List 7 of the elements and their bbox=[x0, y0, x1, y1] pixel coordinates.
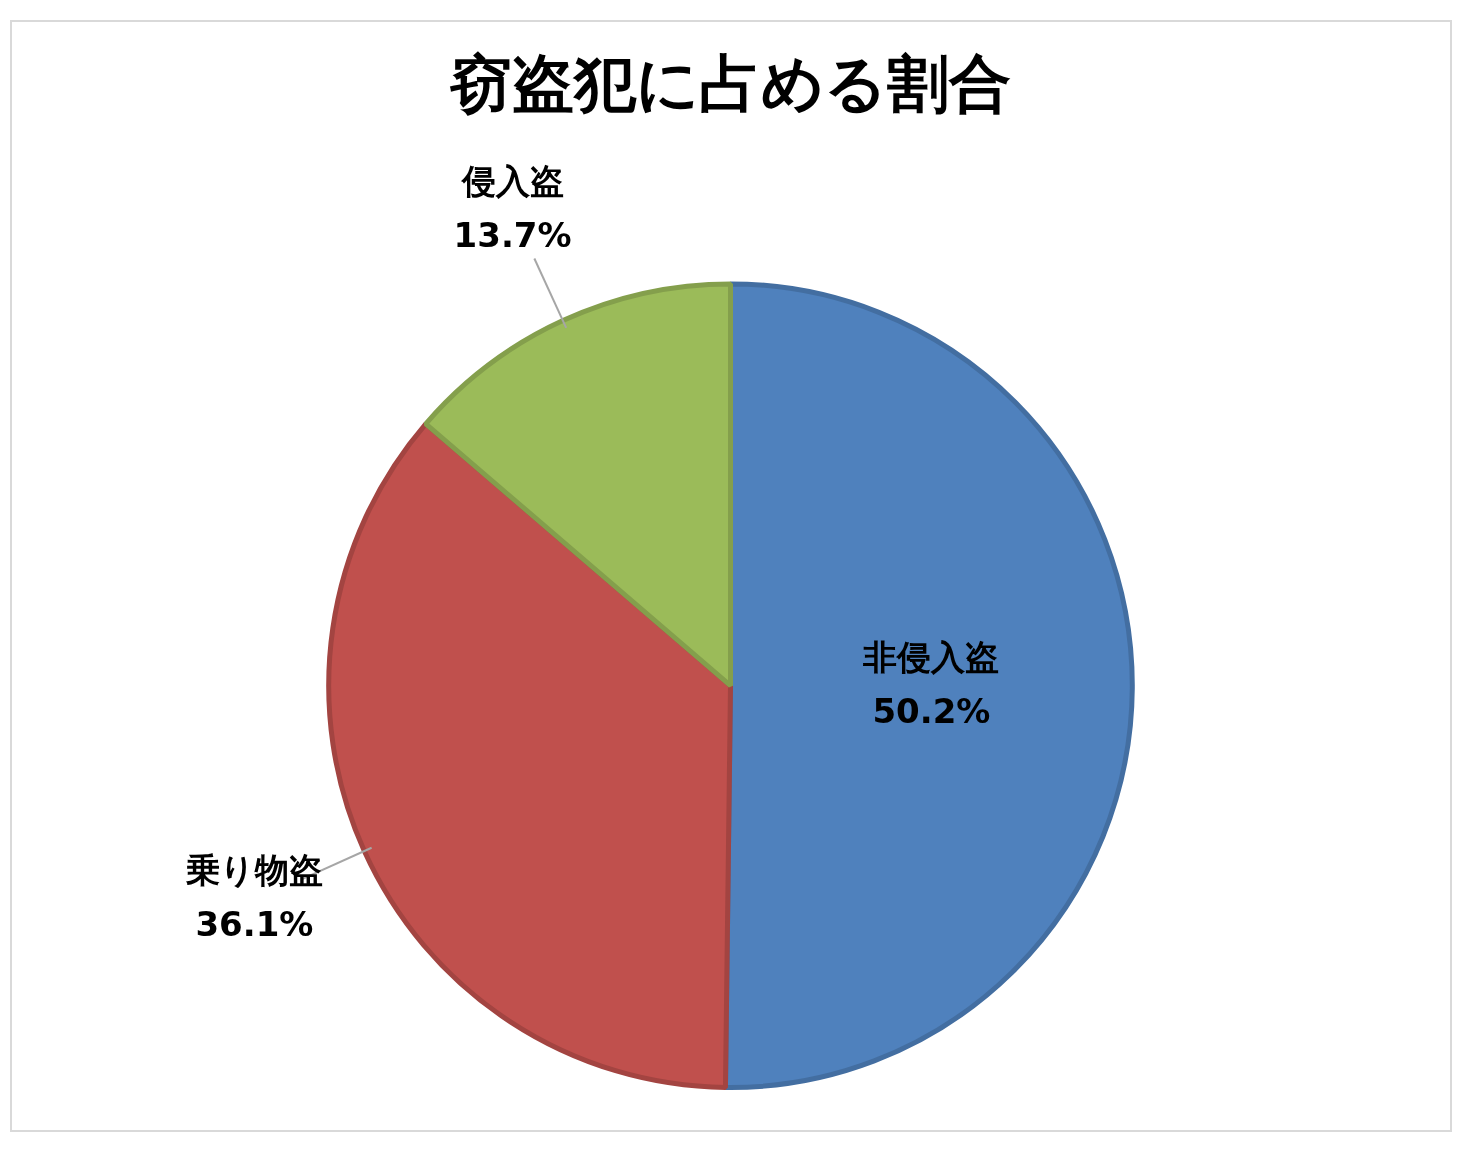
data-label: 36.1% bbox=[195, 904, 314, 945]
slice-label: 侵入盗 bbox=[459, 160, 564, 201]
slice-label: 非侵入盗 bbox=[862, 636, 1000, 677]
chart-title: 窃盗犯に占める割合 bbox=[449, 47, 1011, 121]
slice-label: 乗り物盗 bbox=[185, 850, 323, 891]
data-label: 50.2% bbox=[872, 690, 991, 731]
data-label: 13.7% bbox=[453, 214, 572, 255]
